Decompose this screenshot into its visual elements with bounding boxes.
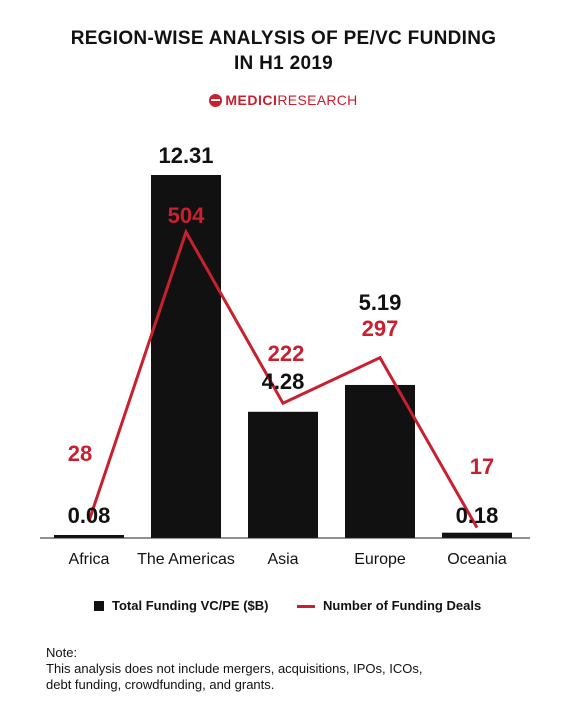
brand-logo: MEDICIRESEARCH [0,92,567,108]
deal-value-label: 17 [470,454,494,479]
bar-value-label: 0.18 [456,503,499,528]
footnote-line-1: This analysis does not include mergers, … [46,661,423,676]
x-tick-label: Africa [69,551,110,568]
bar-value-label: 12.31 [158,143,213,168]
deal-value-label: 28 [68,441,92,466]
brand-name-bold: MEDICI [225,92,278,108]
chart-title-line-2: IN H1 2019 [233,53,334,74]
deal-value-label: 504 [168,203,205,228]
brand-name-light: RESEARCH [277,92,358,108]
bar-oceania [442,532,512,538]
x-tick-label: Oceania [447,551,507,568]
x-tick-label: Europe [354,551,406,568]
funding-chart: Africa The Americas Asia Europe Oceania 0.08 1… [40,143,530,568]
x-tick-label: The Americas [137,551,235,568]
bar-value-label: 4.28 [262,369,305,394]
bar-value-label: 5.19 [359,290,402,315]
label-group: Africa The Americas Asia Europe Oceania 0.08 1… [68,143,507,568]
footnote: Note: This analysis does not include mer… [46,645,546,693]
legend-bar-label: Total Funding VC/PE ($B) [112,598,269,613]
deal-value-label: 297 [362,316,399,341]
chart-title-line-1: REGION-WISE ANALYSIS OF PE/VC FUNDING [70,28,497,49]
legend-bar-swatch [94,601,104,611]
bar-value-label: 0.08 [68,503,111,528]
deal-value-label: 222 [268,341,305,366]
legend-line-swatch [297,605,315,608]
x-tick-label: Asia [267,551,298,568]
chart-title: REGION-WISE ANALYSIS OF PE/VC FUNDING IN… [0,26,567,76]
bar-europe [345,384,415,538]
footnote-line-2: debt funding, crowdfunding, and grants. [46,677,275,692]
bar-asia [248,411,318,538]
legend-line-label: Number of Funding Deals [323,598,482,613]
bar-africa [54,535,124,538]
medici-logo-icon [209,94,223,107]
deals-series-line [87,228,479,529]
footnote-heading: Note: [46,645,78,660]
